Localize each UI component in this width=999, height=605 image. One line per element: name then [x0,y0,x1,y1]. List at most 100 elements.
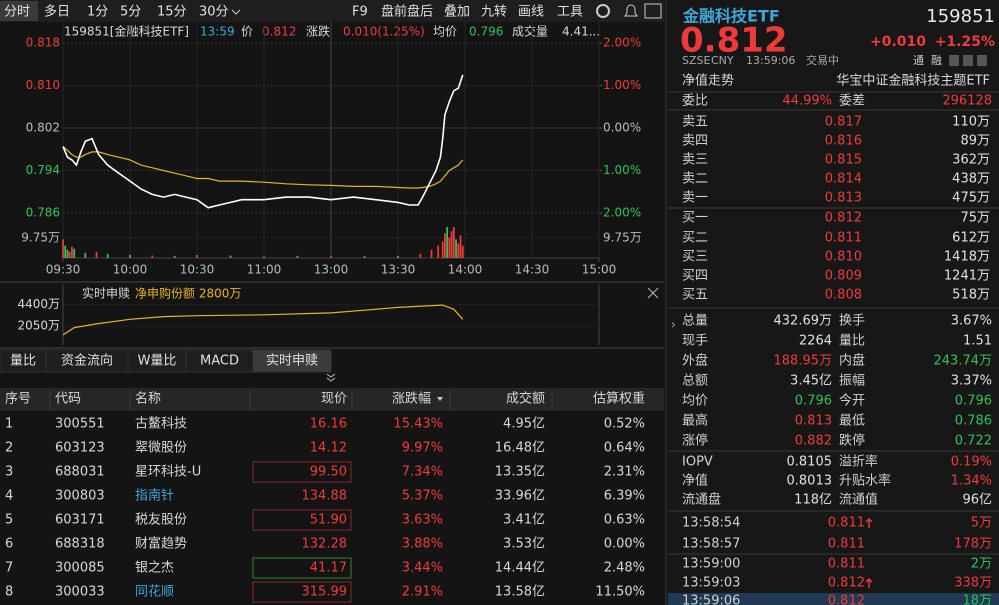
stat-value: 1.51 [963,334,992,349]
stat-label: 净值 [682,473,708,489]
book-label: 买四 [682,269,708,284]
badge-icon[interactable] [949,55,959,66]
timeframe-tab[interactable]: 1分 [87,5,108,20]
stat-value: 2264 [799,334,832,349]
y-tick-label: 0.786 [26,206,60,220]
price-line [62,74,464,209]
table-cell: 315.99 [302,585,348,600]
table-cell: 税友股份 [135,512,187,528]
toolbar-button[interactable]: 盘前盘后 [381,4,433,20]
column-header[interactable]: 估算权重 [593,391,645,407]
table-cell: 300033 [55,585,105,600]
volume-bar [330,255,332,258]
subscription-line [62,304,464,336]
volume-bar [457,243,460,258]
timeframe-tab[interactable]: 5分 [120,5,141,20]
column-header[interactable]: 成交额 [506,391,545,407]
dropdown-arrow[interactable] [231,9,241,15]
book-price: 0.809 [825,269,862,284]
nav-link[interactable]: 净值走势 [682,73,734,89]
toolbar-button[interactable]: F9 [352,5,368,20]
sort-arrow [437,397,443,401]
fund-name: 金融科技ETF [682,7,780,26]
price-change-pct: +1.25% [935,34,995,50]
column-header[interactable]: 涨跌幅 [392,391,431,407]
table-cell: 3.41亿 [503,513,545,528]
badge-icon[interactable] [977,55,987,66]
volume-bar [73,248,76,258]
table-cell: 3 [5,465,13,480]
volume-bar [437,245,440,258]
x-tick-label: 15:00 [582,263,617,277]
trade-volume: 178万 [954,537,992,552]
price-flash-box [252,509,352,531]
toolbar-bg [0,0,664,22]
timeframe-tab[interactable]: 分时 [4,5,30,20]
toolbar-button[interactable]: 画线 [518,5,544,20]
volume-tick-label: 9.75万 [603,230,642,244]
stat-label: 振幅 [839,374,865,389]
book-label: 卖五 [682,115,708,130]
info-text: 涨跌 [306,24,330,39]
trade-price: 0.811 [828,537,865,552]
column-header[interactable]: 代码 [55,392,81,407]
toolbar-button[interactable]: 叠加 [444,5,470,20]
table-cell: 300085 [55,561,105,576]
stat-value: 44.99% [782,94,832,109]
info-text: 159851[金融科技ETF] [64,24,189,39]
book-price: 0.816 [825,134,862,149]
x-tick-label: 14:30 [515,263,550,277]
column-header[interactable]: 序号 [5,392,31,407]
table-cell: 2.31% [604,465,645,480]
quote-panel-bg [667,0,999,605]
x-tick-label: 13:00 [314,263,349,277]
book-price: 0.812 [825,211,862,226]
alert-icon[interactable] [624,4,638,17]
trade-time: 13:59:06 [682,594,740,605]
stat-value: 3.45亿 [790,374,832,389]
table-cell: 8 [5,585,13,600]
trade-time: 13:59:03 [682,576,740,591]
timeframe-tab[interactable]: 多日 [44,4,70,20]
trade-volume: 338万 [954,576,992,591]
trade-time: 13:58:54 [682,516,740,531]
trade-volume: 5万 [971,516,992,531]
timeframe-tab[interactable]: 30分 [199,5,229,20]
stat-value: 0.796 [955,394,992,409]
tab[interactable] [252,349,332,373]
column-header[interactable]: 现价 [321,392,347,407]
toolbar-button[interactable]: 工具 [557,5,583,20]
close-icon[interactable] [647,287,659,299]
trade-highlight [668,593,999,605]
settings-icon[interactable] [596,4,610,18]
table-cell: 3.88% [402,537,443,552]
table-cell: 4.95亿 [503,417,545,432]
table-cell: 3.53亿 [503,537,545,552]
table-cell: 6.39% [604,489,645,504]
table-cell: 银之杰 [135,561,174,576]
toolbar-button[interactable]: 九转 [481,5,507,20]
column-header[interactable]: 名称 [135,391,161,407]
collapse-arrow[interactable]: › [671,318,676,332]
stat-label: 流通值 [839,492,878,508]
y-tick-label: 0.810 [26,78,60,92]
table-cell: 14.44亿 [495,561,545,576]
tab-label: 资金流向 [61,353,113,369]
sub-title: 实时申赎 [82,286,130,301]
table-cell: 688031 [55,465,105,480]
book-price: 0.817 [825,115,862,130]
expand-icon[interactable] [326,373,336,382]
table-cell: 1 [5,417,13,432]
book-label: 卖一 [682,191,708,206]
timeframe-tab[interactable]: 15分 [157,5,187,20]
table-cell: 2 [5,441,13,456]
y2-tick-label: 2.00% [603,36,641,50]
volume-bar [129,254,131,258]
stat-label: 外盘 [682,353,708,369]
up-arrow [865,517,873,528]
volume-bar [430,249,433,258]
book-price: 0.808 [825,288,862,303]
series-label: 价 [241,25,253,39]
badge-icon[interactable] [963,55,973,66]
wp-icon[interactable] [644,3,662,19]
